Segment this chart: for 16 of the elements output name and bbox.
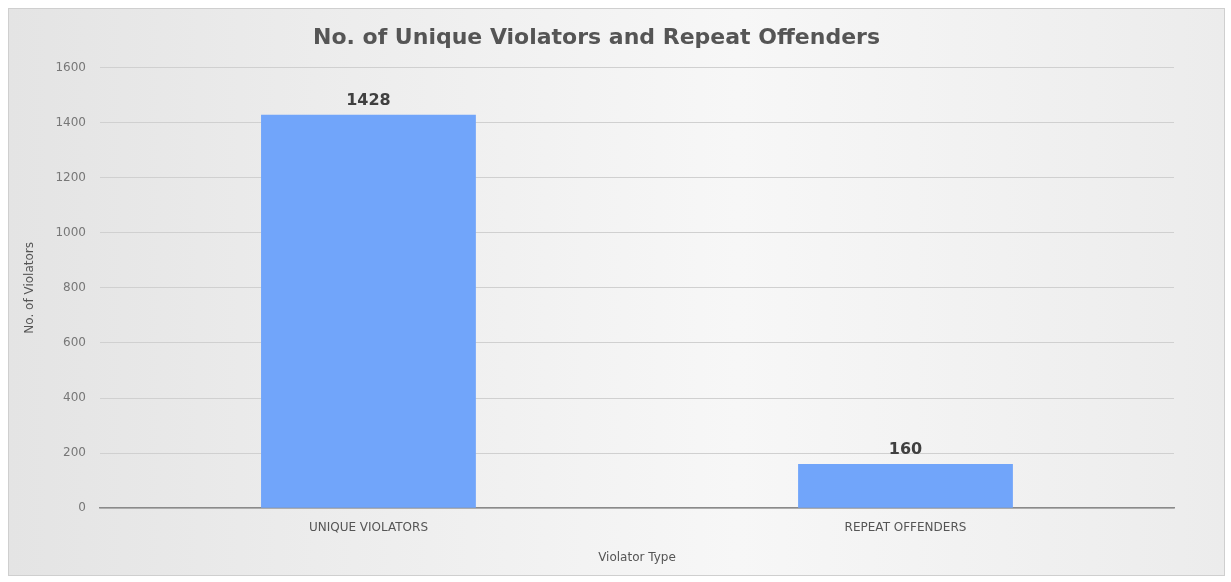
y-tick-label: 0 xyxy=(78,500,86,515)
data-label: 160 xyxy=(888,439,923,459)
y-tick-label: 1000 xyxy=(55,224,86,239)
y-tick-label: 600 xyxy=(63,335,86,350)
y-tick-label: 800 xyxy=(63,279,86,294)
x-tick-label: REPEAT OFFENDERS xyxy=(844,519,967,534)
x-tick-label: UNIQUE VIOLATORS xyxy=(308,519,428,534)
y-tick-label: 1400 xyxy=(55,114,86,129)
y-axis-title: No. of Violators xyxy=(22,241,37,334)
y-tick-label: 1600 xyxy=(55,59,86,74)
y-tick-label: 400 xyxy=(63,390,86,405)
y-tick-label: 200 xyxy=(63,445,86,460)
data-label: 1428 xyxy=(346,89,391,109)
y-tick-label: 1200 xyxy=(55,169,86,184)
x-axis-title: Violator Type xyxy=(598,549,676,564)
chart-title: No. of Unique Violators and Repeat Offenders xyxy=(312,23,881,49)
